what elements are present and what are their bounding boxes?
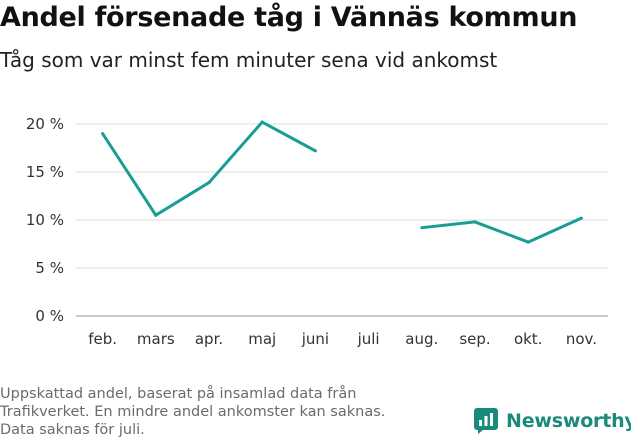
chart-subtitle: Tåg som var minst fem minuter sena vid a… — [0, 48, 498, 72]
series-line-segment — [421, 216, 583, 244]
footnote-line-1: Uppskattad andel, baserat på insamlad da… — [0, 386, 357, 402]
x-tick-label: maj — [248, 330, 276, 348]
series-line-segment — [101, 120, 317, 218]
y-tick-label: 15 % — [26, 163, 64, 181]
footnote-line-2: Trafikverket. En mindre andel ankomster … — [0, 404, 386, 420]
x-tick-label: apr. — [195, 330, 223, 348]
newsworthy-logo: Newsworthy — [474, 408, 631, 434]
y-tick-label: 0 % — [35, 307, 64, 325]
y-tick-label: 5 % — [35, 259, 64, 277]
brand-name: Newsworthy — [506, 410, 631, 432]
x-tick-label: okt. — [514, 330, 543, 348]
x-tick-label: juni — [301, 330, 329, 348]
footnote-line-3: Data saknas för juli. — [0, 422, 145, 438]
x-tick-label: sep. — [459, 330, 490, 348]
y-tick-label: 10 % — [26, 211, 64, 229]
y-tick-label: 20 % — [26, 115, 64, 133]
x-tick-label: nov. — [566, 330, 597, 348]
chart-title: Andel försenade tåg i Vännäs kommun — [0, 2, 578, 33]
x-tick-label: juli — [357, 330, 380, 348]
line-chart: 0 % 5 % 10 % 15 % 20 % feb. mars apr. maj juni ju… — [26, 115, 608, 348]
x-tick-label: aug. — [405, 330, 438, 348]
footnote: Uppskattad andel, baserat på insamlad da… — [0, 385, 440, 439]
chart-logo-icon — [474, 408, 498, 434]
x-tick-label: mars — [137, 330, 175, 348]
x-tick-label: feb. — [88, 330, 117, 348]
